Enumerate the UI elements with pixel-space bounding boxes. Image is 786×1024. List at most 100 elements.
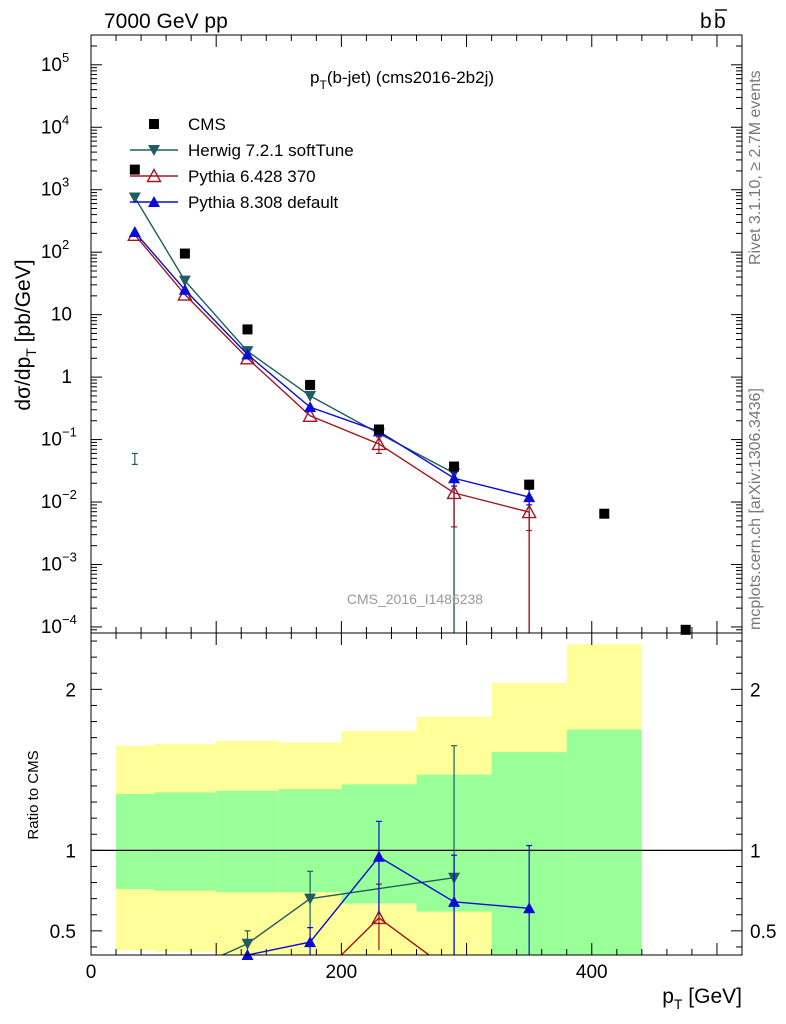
- x-axis-label-rest: [GeV]: [682, 985, 742, 1008]
- y-tick-label: 10: [41, 617, 62, 638]
- y-tick-label: 10: [41, 180, 62, 201]
- cms-data-point: [179, 248, 190, 259]
- data-point: [304, 390, 317, 402]
- y-tick-label: 10: [41, 492, 62, 513]
- ratio-series-pythia-8-308-default: [241, 820, 536, 960]
- y-tick-label-exponent: 2: [62, 237, 69, 252]
- y-tick-label-exponent: 4: [62, 112, 69, 127]
- data-point: [448, 472, 461, 484]
- series-line: [134, 234, 530, 513]
- data-point: [304, 401, 317, 413]
- chart-title: pT(b-jet) (cms2016-2b2j): [310, 68, 494, 92]
- ratio-y-tick-label-left: 1: [65, 841, 76, 862]
- header-process-b: b: [700, 10, 712, 33]
- legend-label: Herwig 7.2.1 softTune: [188, 141, 354, 160]
- data-point: [523, 491, 536, 503]
- y-tick-label-exponent: −1: [62, 425, 77, 440]
- y-tick-label: 10: [51, 305, 72, 326]
- ratio-data-point: [448, 895, 461, 907]
- legend-item-pythia-6-428-370: Pythia 6.428 370: [130, 167, 316, 186]
- main-data-layer: [127, 164, 691, 635]
- y-tick-label: 10: [41, 55, 62, 76]
- data-point: [178, 275, 191, 287]
- cms-data-point: [129, 164, 140, 175]
- series-cms-data: [129, 164, 691, 635]
- y-tick-label-exponent: −2: [62, 487, 77, 502]
- header-collision-label: 7000 GeV pp: [104, 10, 228, 33]
- data-point: [128, 192, 141, 204]
- y-tick-label: 10: [41, 242, 62, 263]
- ratio-y-tick-label-left: 0.5: [50, 922, 76, 943]
- y-tick-label-exponent: −4: [62, 612, 77, 627]
- x-axis-label: pT [GeV]: [662, 985, 742, 1012]
- legend: CMS Herwig 7.2.1 softTune Pythia 6.428 370…: [130, 115, 354, 212]
- series-line: [134, 197, 455, 474]
- legend-marker: [146, 168, 162, 183]
- x-tick-label: 0: [86, 962, 97, 983]
- y-tick-label-exponent: 5: [62, 50, 69, 65]
- ratio-y-tick-label-right: 0.5: [750, 922, 776, 943]
- data-point: [521, 504, 537, 519]
- chart-title-rest: (b-jet) (cms2016-2b2j): [327, 68, 494, 87]
- y-tick-label-base: 10: [41, 492, 62, 513]
- y-tick-label-base: 10: [41, 617, 62, 638]
- ratio-y-tick-label-left: 2: [65, 680, 76, 701]
- y-tick-label-exponent: −3: [62, 549, 77, 564]
- series-herwig-7-2-1-softtune: [128, 192, 461, 633]
- cms-data-point: [373, 424, 384, 435]
- x-axis-label-p: p: [662, 985, 674, 1008]
- cms-data-point: [305, 379, 316, 390]
- series-pythia-8-308-default: [128, 226, 536, 506]
- y-tick-label-base: 10: [41, 180, 62, 201]
- ratio-data-point: [304, 893, 317, 905]
- x-tick-label: 400: [576, 962, 608, 983]
- ratio-data-point: [241, 938, 254, 950]
- chart-title-p: p: [310, 68, 319, 87]
- ratio-band-green: [153, 792, 217, 891]
- cms-data-point: [680, 624, 691, 635]
- ratio-data-layer: [222, 745, 536, 960]
- ratio-band-green: [116, 794, 154, 889]
- ratio-panel: 0.5 0.5 1 1 2 2 0 200 400 Ratio to CMS: [25, 632, 776, 983]
- y-tick-label-base: 10: [41, 430, 62, 451]
- y-tick-label-base: 10: [41, 117, 62, 138]
- x-tick-label: 200: [326, 962, 358, 983]
- ratio-panel-frame: [90, 632, 743, 956]
- y-tick-label: 10: [41, 117, 62, 138]
- ratio-band-green: [216, 790, 279, 893]
- y-tick-label: 10: [41, 554, 62, 575]
- data-point: [241, 348, 254, 360]
- cms-data-point: [242, 324, 253, 335]
- data-point: [446, 484, 462, 500]
- cms-data-point: [599, 508, 610, 519]
- y-tick-label-exponent: 3: [62, 175, 69, 190]
- x-axis-label-sub: T: [674, 996, 683, 1012]
- data-point: [178, 283, 191, 295]
- ratio-data-point: [372, 850, 385, 862]
- ratio-y-tick-label-right: 2: [750, 680, 761, 701]
- legend-label: Pythia 6.428 370: [188, 167, 316, 186]
- cms-data-point: [524, 479, 535, 490]
- y-tick-label-base: 10: [41, 55, 62, 76]
- rivet-version-label: Rivet 3.1.10, ≥ 2.7M events: [747, 70, 764, 265]
- y-axis-label-pre: dσ/dp: [12, 357, 35, 411]
- y-axis-label: dσ/dpT [pb/GeV]: [12, 259, 39, 410]
- y-axis-label-sub: T: [23, 348, 39, 357]
- y-tick-label: 10: [41, 430, 62, 451]
- legend-label: Pythia 8.308 default: [188, 193, 339, 212]
- legend-marker: [148, 196, 160, 207]
- legend-item-herwig-7-2-1-softtune: Herwig 7.2.1 softTune: [130, 141, 354, 160]
- y-tick-label-base: 10: [41, 554, 62, 575]
- ratio-data-point: [304, 936, 317, 948]
- legend-marker: [149, 119, 159, 129]
- ratio-y-axis-label: Ratio to CMS: [25, 750, 42, 839]
- y-axis-label-rest: [pb/GeV]: [12, 259, 35, 348]
- ratio-data-point: [523, 902, 536, 914]
- cms-data-point: [449, 461, 460, 472]
- legend-item-cms: CMS: [149, 115, 226, 134]
- ratio-band-green: [566, 729, 642, 955]
- ratio-y-tick-label-right: 1: [750, 841, 761, 862]
